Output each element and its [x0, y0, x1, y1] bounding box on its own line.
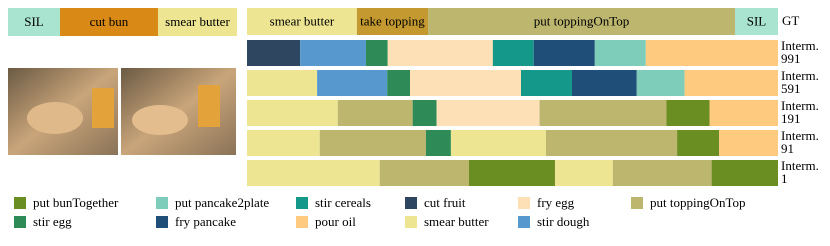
segment	[412, 100, 437, 126]
segment	[594, 40, 646, 66]
legend-label: put toppingOnTop	[650, 195, 746, 210]
legend-label: put pancake2plate	[175, 195, 269, 210]
segment	[709, 100, 778, 126]
page: {"gt_left": {"segments": [ {"label": "SI…	[8, 8, 819, 229]
legend-label: fry pancake	[175, 214, 236, 229]
segment-label: put toppingOnTop	[534, 13, 630, 28]
row-label: 591	[781, 81, 801, 96]
segment-label: SIL	[747, 13, 767, 28]
legend-swatch	[14, 197, 26, 209]
legend-swatch	[14, 216, 26, 228]
segment	[711, 160, 778, 186]
legend-swatch	[156, 197, 168, 209]
segment	[539, 100, 667, 126]
legend-swatch	[631, 197, 643, 209]
legend-label: put bunTogether	[33, 195, 119, 210]
segment	[554, 160, 613, 186]
segment	[8, 8, 60, 36]
segment	[734, 8, 778, 35]
legend-swatch	[518, 197, 530, 209]
row-label: Interm.	[781, 68, 819, 83]
segment	[157, 8, 237, 36]
row-label: Interm.	[781, 38, 819, 53]
segment	[247, 100, 338, 126]
segment	[677, 130, 720, 156]
row-label: GT	[782, 13, 799, 28]
legend-label: stir egg	[33, 214, 72, 229]
segment	[636, 70, 685, 96]
segment	[425, 130, 451, 156]
segment	[645, 40, 778, 66]
segment	[684, 70, 778, 96]
segment	[379, 160, 469, 186]
legend-label: smear butter	[424, 214, 489, 229]
segment	[59, 8, 158, 36]
segment	[468, 160, 555, 186]
segment	[387, 70, 411, 96]
segment	[428, 8, 735, 35]
segment-label: smear butter	[165, 14, 230, 29]
segment	[719, 130, 778, 156]
row-label: 991	[781, 51, 801, 66]
legend-swatch	[296, 197, 308, 209]
segment	[337, 100, 413, 126]
frame-2-jar	[198, 85, 220, 127]
video-frames	[8, 68, 236, 155]
segment-label: cut bun	[90, 14, 129, 29]
segment	[571, 70, 637, 96]
legend-swatch	[518, 216, 530, 228]
segment	[450, 130, 546, 156]
segment	[247, 8, 357, 35]
segment	[247, 160, 380, 186]
segment	[492, 40, 534, 66]
segment	[247, 130, 320, 156]
row-label: 1	[781, 171, 788, 186]
frame-1-jar	[92, 88, 114, 128]
segment-label: take topping	[360, 13, 425, 28]
segment-label: SIL	[24, 14, 44, 29]
row-label: 91	[781, 141, 794, 156]
segment	[300, 40, 366, 66]
segment	[612, 160, 712, 186]
row-label: Interm.	[781, 98, 819, 113]
frame-2-plate	[132, 105, 188, 135]
segment	[436, 100, 540, 126]
figure: SIL cut bun smear butter smear butter take t…	[8, 8, 819, 229]
row-label: 191	[781, 111, 801, 126]
segment	[545, 130, 678, 156]
legend-label: cut fruit	[424, 195, 466, 210]
legend-label: pour oil	[315, 214, 356, 229]
legend-swatch	[296, 216, 308, 228]
segment	[247, 70, 318, 96]
segment	[319, 130, 426, 156]
legend-swatch	[405, 197, 417, 209]
legend-label: stir dough	[537, 214, 590, 229]
legend-label: stir cereals	[315, 195, 371, 210]
segment	[387, 40, 493, 66]
legend-label: fry egg	[537, 195, 575, 210]
segment	[410, 70, 521, 96]
frame-1-plate	[27, 102, 83, 134]
segment	[520, 70, 572, 96]
segment	[356, 8, 429, 35]
segment	[533, 40, 595, 66]
row-label: Interm.	[781, 158, 819, 173]
segment	[365, 40, 388, 66]
segment	[317, 70, 388, 96]
row-label: Interm.	[781, 128, 819, 143]
legend-swatch	[156, 216, 168, 228]
legend-swatch	[405, 216, 417, 228]
segment	[247, 40, 301, 66]
segment-label: smear butter	[270, 13, 335, 28]
segment	[666, 100, 710, 126]
